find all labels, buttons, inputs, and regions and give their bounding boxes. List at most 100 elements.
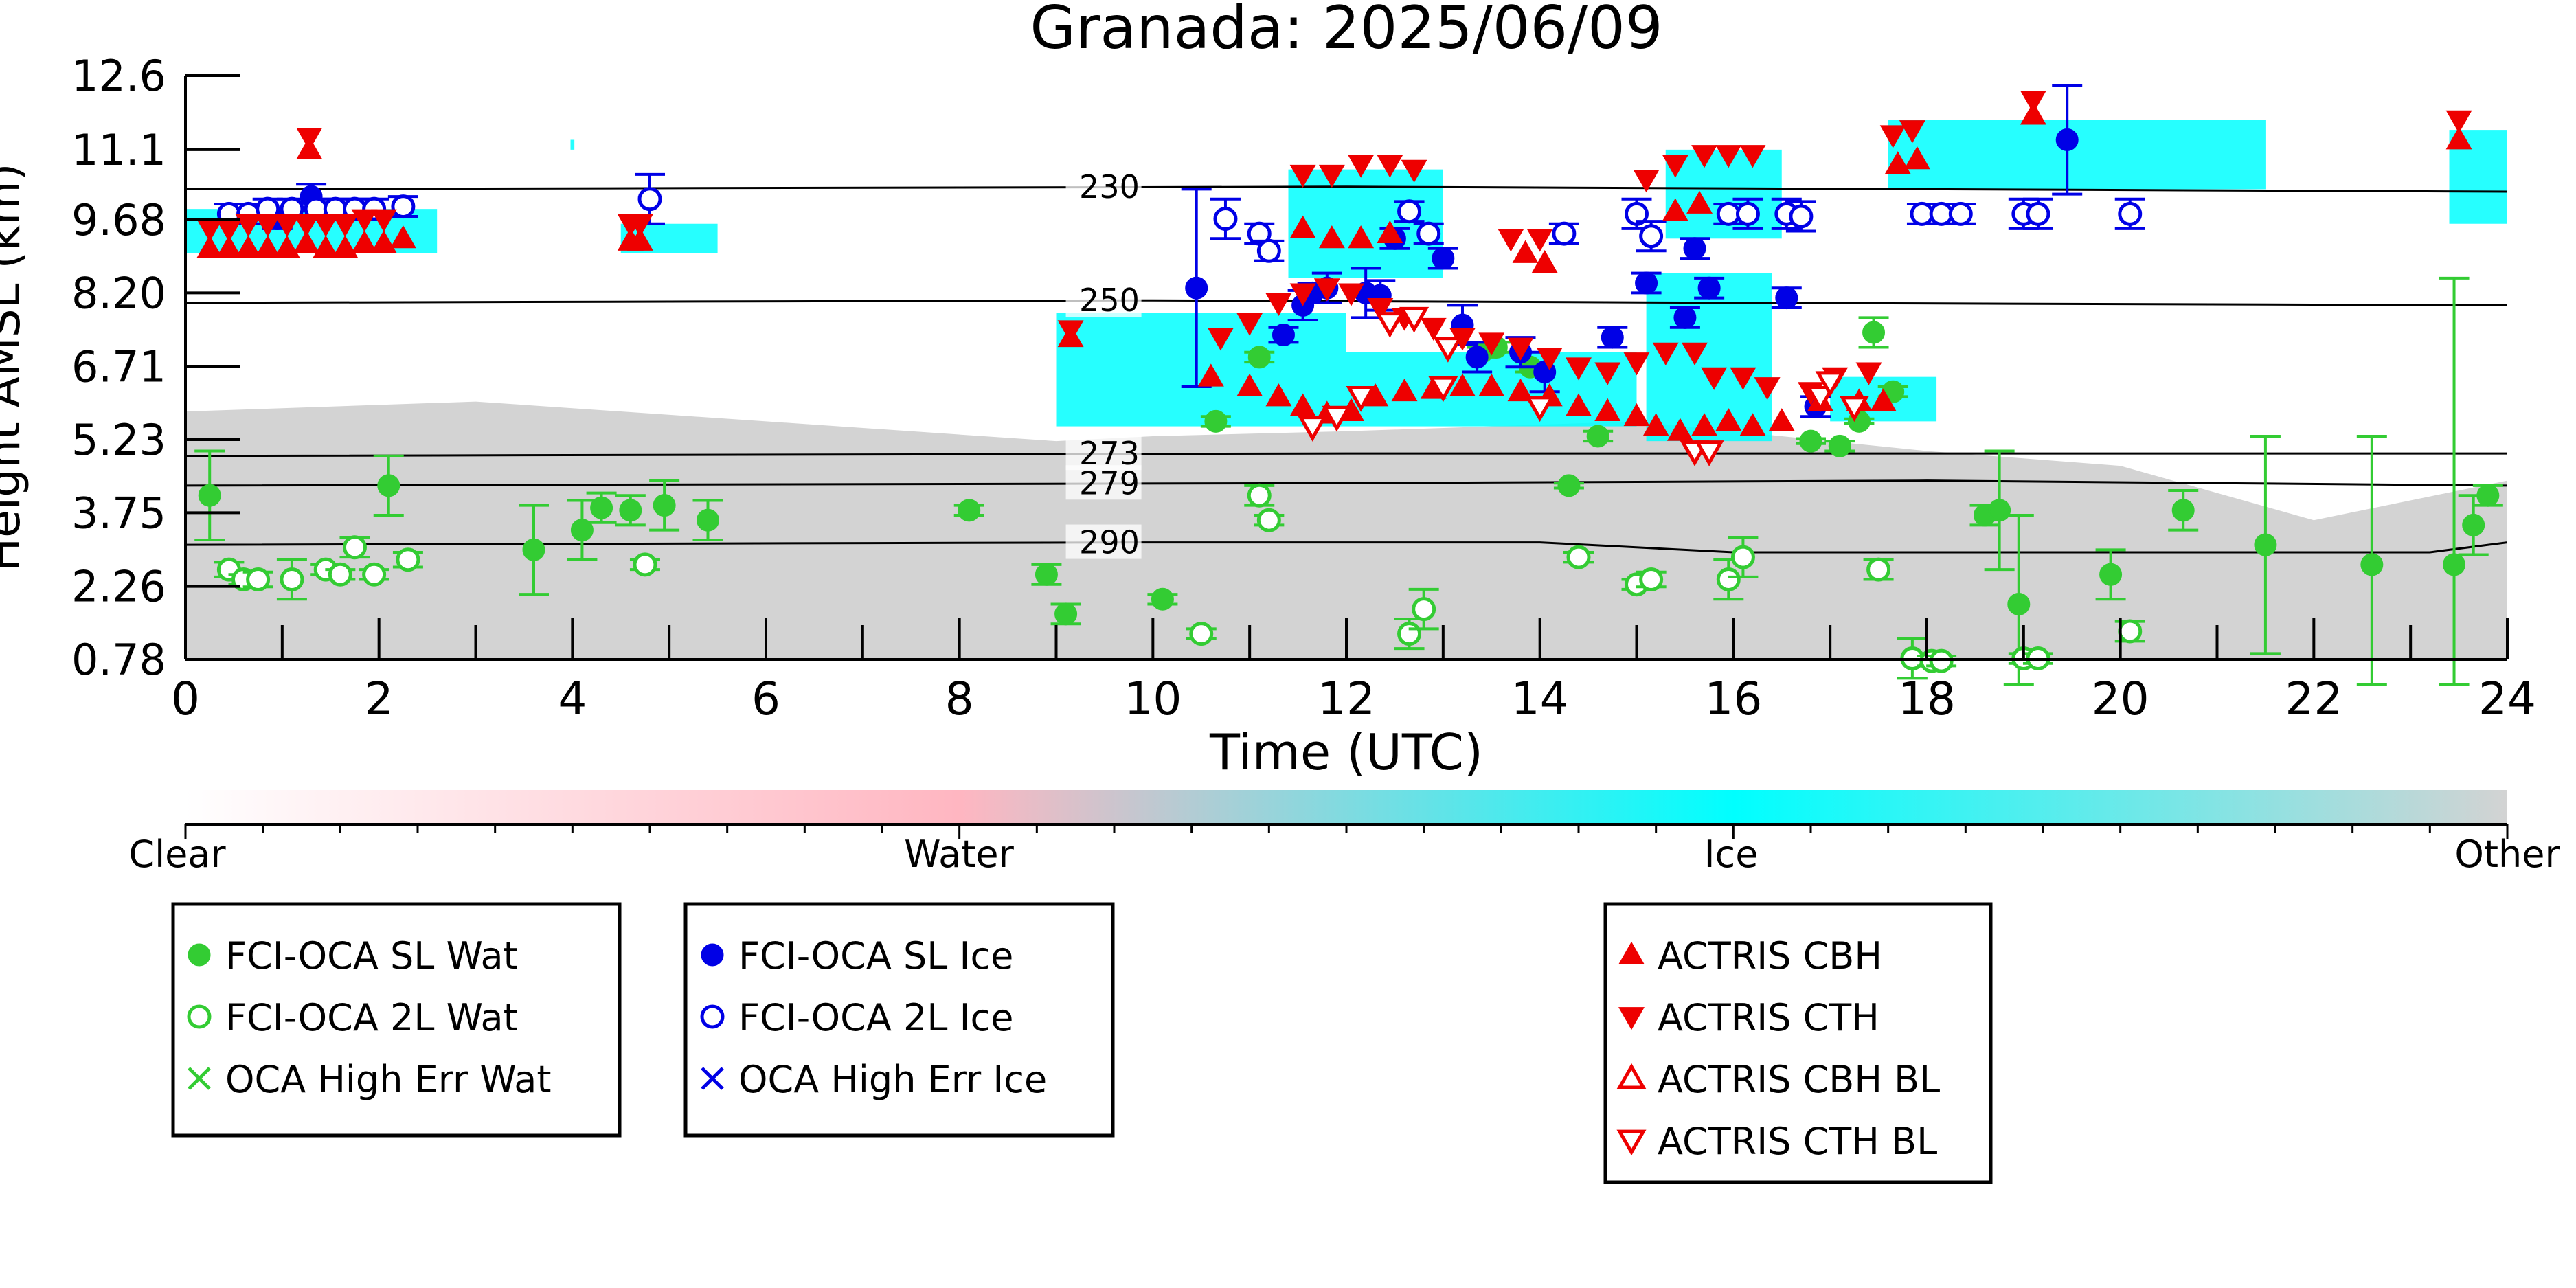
data-point	[246, 567, 271, 592]
data-point	[637, 187, 662, 212]
data-point	[1899, 120, 1925, 144]
data-point	[1566, 545, 1591, 569]
y-tick-label: 5.23	[71, 415, 166, 465]
data-point	[273, 235, 300, 258]
data-point	[1289, 393, 1316, 416]
data-point	[1639, 224, 1664, 249]
data-point	[1412, 597, 1436, 622]
data-point	[1346, 385, 1376, 412]
legend-label: FCI-OCA 2L Wat	[225, 996, 518, 1039]
data-point	[1903, 146, 1930, 170]
data-point	[1498, 229, 1524, 252]
data-point	[1322, 405, 1352, 432]
isotherm-line	[185, 452, 2507, 457]
data-point	[1715, 145, 1742, 168]
y-axis-label: Height AMSL (km)	[0, 163, 30, 572]
data-point	[1775, 286, 1798, 310]
data-point	[1377, 155, 1403, 178]
isotherm-label: 290	[1079, 524, 1140, 561]
data-point	[296, 127, 323, 151]
data-point	[1642, 413, 1669, 436]
data-point	[2020, 102, 2046, 125]
x-axis-label: Time (UTC)	[1209, 723, 1483, 781]
data-point	[1557, 474, 1581, 497]
data-point	[1207, 328, 1234, 351]
data-point	[1884, 151, 1911, 174]
data-point	[697, 508, 719, 532]
legend-marker	[1618, 941, 1645, 964]
legend-marker	[1616, 1063, 1647, 1089]
legend-label: ACTRIS CTH	[1658, 996, 1879, 1039]
data-point	[2118, 201, 2143, 226]
data-point	[1536, 347, 1563, 371]
data-point	[389, 225, 416, 249]
data-point	[1601, 326, 1624, 349]
data-point	[1566, 357, 1592, 381]
x-tick-label: 22	[2285, 673, 2342, 725]
colorbar-label-ice: Ice	[1704, 833, 1759, 876]
data-point	[1265, 293, 1292, 317]
data-point	[1272, 324, 1295, 347]
data-point	[2171, 499, 2195, 522]
y-tick-label: 12.6	[71, 51, 166, 101]
data-point	[1691, 145, 1718, 168]
data-point	[328, 562, 352, 587]
isotherm-label: 250	[1079, 282, 1140, 319]
data-point	[1247, 483, 1272, 508]
data-point	[293, 230, 320, 253]
data-point	[2118, 619, 2143, 644]
data-point	[1652, 342, 1679, 365]
data-point	[653, 494, 676, 517]
data-point	[1397, 199, 1422, 224]
data-point	[2055, 128, 2079, 151]
colorbar-gradient	[185, 790, 2507, 823]
data-point	[1375, 312, 1405, 338]
data-point	[1879, 125, 1906, 148]
data-point	[1247, 346, 1271, 369]
legend-label: ACTRIS CTH BL	[1658, 1120, 1937, 1163]
data-point	[1862, 321, 1886, 344]
data-markers	[194, 84, 2503, 686]
colorbar-label-other: Other	[2454, 833, 2560, 876]
data-point	[1586, 425, 1609, 448]
data-point	[1633, 170, 1660, 193]
data-point	[1507, 337, 1534, 361]
data-point	[1289, 283, 1316, 306]
data-point	[1318, 164, 1345, 188]
legend-label: FCI-OCA 2L Ice	[738, 996, 1013, 1039]
data-point	[1507, 378, 1534, 402]
data-point	[1870, 388, 1897, 411]
legend-label: FCI-OCA SL Wat	[225, 934, 518, 978]
data-point	[1348, 225, 1375, 249]
data-point	[293, 214, 320, 238]
isotherm-label-bg	[1065, 465, 1142, 500]
data-point	[2445, 110, 2472, 133]
data-point	[1739, 413, 1766, 436]
data-point	[377, 474, 400, 497]
data-point	[1256, 508, 1281, 532]
data-point	[313, 214, 339, 238]
data-point	[370, 230, 397, 253]
data-point	[1204, 409, 1228, 433]
y-tick-label: 8.20	[71, 268, 166, 318]
data-point	[1057, 320, 1084, 343]
legend-label: FCI-OCA SL Ice	[738, 934, 1013, 978]
data-point	[370, 209, 397, 232]
data-point	[280, 567, 304, 592]
isotherm-label-bg	[1065, 524, 1142, 559]
data-point	[626, 214, 653, 238]
data-point	[1739, 145, 1766, 168]
data-point	[351, 230, 378, 253]
data-point	[1929, 648, 1954, 673]
data-point	[1512, 240, 1539, 263]
data-point	[1298, 416, 1328, 442]
isotherm-label-bg	[1065, 168, 1142, 203]
x-tick-label: 18	[1898, 673, 1956, 725]
legend-label: ACTRIS CBH BL	[1658, 1058, 1940, 1101]
data-point	[313, 235, 339, 258]
colorbar-label-clear: Clear	[128, 833, 226, 876]
data-point	[1948, 201, 1973, 226]
isotherm-label: 230	[1079, 168, 1140, 205]
data-point	[391, 194, 416, 219]
